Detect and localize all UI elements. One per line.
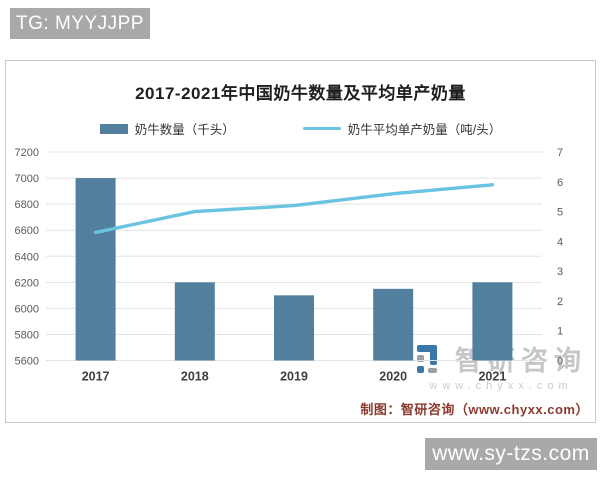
left-axis-tick: 6000 bbox=[15, 303, 39, 315]
legend-item-milk-yield[interactable]: 奶牛平均单产奶量（吨/头） bbox=[302, 119, 502, 138]
chart-plot: 5600 5800 6000 6200 6400 6600 6800 7000 7200 0 1 2 3… bbox=[15, 147, 564, 384]
x-axis-label-2021: 2021 bbox=[478, 370, 506, 384]
right-axis-tick: 6 bbox=[557, 177, 563, 189]
right-axis-tick: 4 bbox=[557, 236, 563, 248]
watermark-url-text: www.chyxx.com bbox=[429, 380, 573, 392]
chart-footer: 制图：智研咨询（www.chyxx.com） bbox=[360, 402, 589, 417]
left-axis-tick: 6600 bbox=[15, 225, 39, 237]
left-axis-tick: 7000 bbox=[15, 173, 39, 185]
chart-legend: 奶牛数量（千头） 奶牛平均单产奶量（吨/头） bbox=[6, 119, 595, 138]
bar-2020[interactable] bbox=[373, 288, 414, 361]
left-axis-tick: 6400 bbox=[15, 251, 39, 263]
zhiyan-logo-icon bbox=[415, 343, 447, 375]
bar-swatch-icon bbox=[99, 123, 128, 134]
right-axis-tick: 5 bbox=[557, 207, 563, 219]
right-axis-tick: 7 bbox=[557, 147, 563, 159]
legend-item-cow-count[interactable]: 奶牛数量（千头） bbox=[99, 119, 235, 138]
right-axis-tick: 3 bbox=[557, 266, 563, 278]
x-axis-label-2017: 2017 bbox=[82, 370, 110, 384]
legend-label-milk-yield: 奶牛平均单产奶量（吨/头） bbox=[347, 123, 502, 137]
tg-watermark-badge: TG: MYYJJPP bbox=[10, 8, 150, 39]
right-axis-tick: 1 bbox=[557, 326, 563, 338]
right-axis-tick: 2 bbox=[557, 296, 563, 308]
left-axis-tick: 6200 bbox=[15, 277, 39, 289]
left-axis-tick: 5800 bbox=[15, 329, 39, 341]
bar-2017[interactable] bbox=[75, 178, 116, 361]
x-axis-label-2019: 2019 bbox=[280, 370, 308, 384]
x-axis-label-2020: 2020 bbox=[379, 370, 407, 384]
bar-2021[interactable] bbox=[472, 282, 513, 361]
milk-yield-line[interactable] bbox=[93, 183, 495, 235]
left-axis-tick: 6800 bbox=[15, 199, 39, 211]
line-swatch-icon bbox=[302, 127, 341, 130]
site-watermark-badge: www.sy-tzs.com bbox=[425, 438, 597, 470]
x-axis-label-2018: 2018 bbox=[181, 370, 209, 384]
chart-title: 2017-2021年中国奶牛数量及平均单产奶量 bbox=[135, 84, 466, 103]
chart-card: 2017-2021年中国奶牛数量及平均单产奶量 奶牛数量（千头） 奶牛平均单产奶… bbox=[5, 60, 596, 423]
left-axis-tick: 5600 bbox=[15, 356, 39, 368]
bar-2019[interactable] bbox=[274, 295, 314, 361]
right-axis-tick: 0 bbox=[557, 356, 563, 368]
legend-label-cow-count: 奶牛数量（千头） bbox=[134, 123, 235, 137]
bar-2018[interactable] bbox=[174, 282, 215, 361]
left-axis-tick: 7200 bbox=[15, 147, 39, 159]
